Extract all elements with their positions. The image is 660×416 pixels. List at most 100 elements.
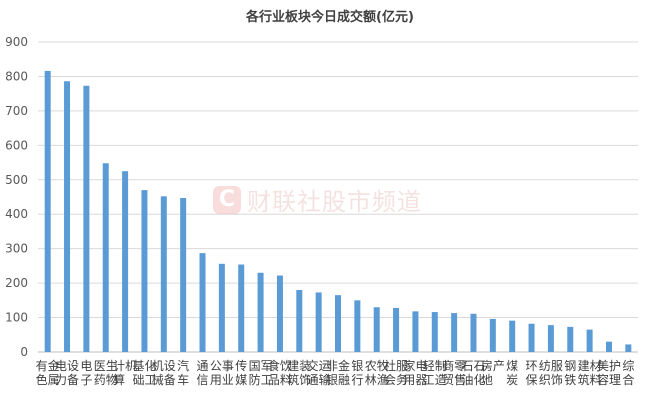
x-tick-char: 社 [384,358,396,373]
x-tick-char: 料 [590,373,602,387]
x-tick-char: 汽 [177,358,189,373]
bar [335,295,341,352]
x-tick-char: 理 [609,373,621,387]
x-tick-char: 工 [423,373,435,387]
x-tick-char: 钢 [564,359,576,373]
x-tick-char: 媒 [235,373,247,387]
x-tick-char: 用 [210,373,222,387]
x-tick-label: 电子 [80,359,92,387]
x-tick-char: 基 [132,359,144,373]
x-tick-char: 行 [351,373,363,387]
y-tick-label: 300 [5,242,28,256]
x-tick-char: 建 [287,359,299,373]
bar [160,196,167,352]
x-tick-char: 备 [164,373,176,387]
x-tick-label: 通信 [197,359,209,387]
x-tick-char: 容 [597,372,609,387]
x-tick-char: 计 [113,359,125,373]
x-tick-char: 地 [481,373,493,387]
x-tick-char: 食 [268,358,280,373]
x-tick-char: 务 [396,372,408,387]
bar [315,292,322,352]
bar [412,311,419,352]
x-tick-char: 电 [415,359,427,373]
x-tick-char: 家 [403,358,415,373]
x-tick-char: 林 [365,373,377,387]
x-tick-char: 农 [365,359,377,373]
y-tick-label: 600 [5,138,28,152]
x-tick-char: 护 [609,359,621,373]
x-tick-char: 机 [125,359,137,373]
x-tick-char: 事 [222,359,234,373]
x-tick-char: 属 [48,373,60,387]
bar [180,198,187,352]
bar [605,341,612,352]
x-tick-char: 金 [338,358,350,373]
x-tick-char: 服 [551,359,563,373]
x-tick-char: 信 [197,373,209,387]
x-tick-char: 保 [526,373,538,387]
y-axis-ticks: 0 100 200 300 400 500 600 700 800 900 [5,35,28,359]
x-tick-label: 汽车 [177,358,189,387]
x-tick-char: 通 [197,359,209,373]
x-tick-char: 交 [307,358,319,373]
bar [64,81,71,353]
x-tick-char: 饮 [280,359,292,373]
x-tick-char: 油 [461,373,473,387]
x-tick-char: 银 [326,373,338,387]
x-tick-char: 国 [249,359,261,373]
x-tick-char: 环 [526,359,538,373]
x-tick-char: 械 [152,372,164,387]
bar [141,190,148,352]
bar [509,320,516,352]
x-tick-char: 筑 [578,372,590,387]
x-tick-char: 售 [454,372,466,387]
x-tick-label: 计算机 [113,359,137,387]
bar [470,313,477,352]
bar [431,312,438,352]
x-tick-char: 有 [36,359,48,373]
chart-title: 各行业板块今日成交额(亿元) [246,10,414,25]
bar [528,323,535,352]
bar [44,70,51,352]
x-tick-char: 防 [249,372,261,387]
bar [373,307,380,352]
x-tick-char: 料 [280,373,292,387]
x-tick-char: 工 [144,373,156,387]
bar [586,329,593,352]
x-tick-char: 产 [493,359,505,373]
bar [276,275,283,352]
x-tick-char: 设 [67,359,79,373]
x-tick-char: 色 [36,373,48,387]
x-tick-char: 饰 [299,373,311,387]
x-tick-char: 生 [106,359,118,373]
x-tick-char: 公 [210,359,222,373]
bar [393,307,400,352]
x-tick-char: 建 [578,359,590,373]
y-tick-label: 400 [5,207,28,221]
bar [567,326,574,352]
x-tick-char: 牧 [377,359,389,373]
x-tick-char: 织 [539,373,551,387]
x-tick-char: 造 [435,373,447,387]
x-tick-char: 医 [94,359,106,373]
x-tick-char: 军 [261,359,273,373]
bar [451,313,458,352]
x-tick-char: 轻 [423,359,435,373]
x-tick-label: 综合 [622,359,634,387]
x-tick-char: 通 [307,373,319,387]
x-tick-char: 非 [326,359,338,373]
x-tick-label: 房地产 [481,358,505,387]
x-tick-char: 炭 [506,373,518,387]
x-tick-char: 渔 [377,373,389,387]
